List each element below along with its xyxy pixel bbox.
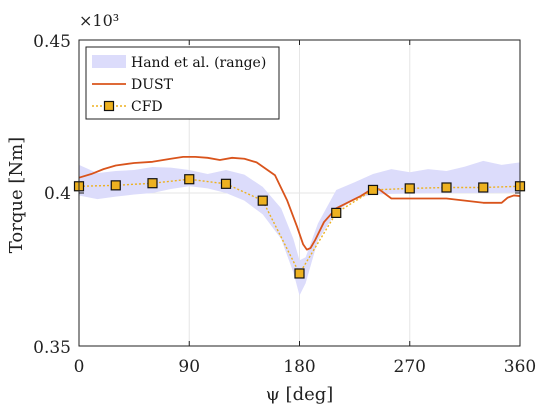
- cfd-marker-90: [184, 174, 195, 185]
- x-tick-label-0: 0: [74, 357, 85, 377]
- legend-label-cfd: CFD: [131, 99, 163, 115]
- cfd-marker-240: [367, 184, 379, 196]
- x-axis-label: ψ [deg]: [266, 384, 334, 405]
- cfd-series-group: [73, 174, 526, 279]
- legend-label-range: Hand et al. (range): [131, 55, 266, 71]
- axes: [78, 39, 521, 347]
- cfd-marker-330: [478, 182, 489, 193]
- legend-marker-cfd: [103, 100, 115, 112]
- cfd-marker-30: [110, 180, 121, 191]
- legend-label-dust: DUST: [131, 77, 174, 93]
- cfd-marker-270: [404, 183, 415, 194]
- dust-series-group: [78, 155, 521, 251]
- x-tick-label-360: 360: [504, 357, 536, 377]
- y-tick-label-0.45: 0.45: [33, 32, 71, 52]
- cfd-marker-60: [147, 178, 158, 189]
- x-tick-label-90: 90: [178, 357, 200, 377]
- cfd-marker-150: [257, 195, 268, 206]
- dust-line: [78, 155, 521, 251]
- x-tick-label-180: 180: [283, 357, 315, 377]
- x-tick-labels: 0 90 180 270 360: [74, 357, 537, 377]
- y-tick-label-0.4: 0.4: [44, 184, 71, 204]
- y-axis-label: Torque [Nm]: [6, 137, 27, 253]
- legend-swatch-range: [92, 55, 126, 68]
- legend: Hand et al. (range) DUST CFD: [85, 46, 280, 120]
- cfd-marker-180: [294, 268, 305, 279]
- x-tick-label-270: 270: [394, 357, 426, 377]
- y-tick-labels: 0.35 0.4 0.45: [33, 32, 71, 358]
- y-tick-label-0.35: 0.35: [33, 338, 71, 358]
- cfd-marker-300: [441, 182, 452, 193]
- cfd-marker-120: [220, 178, 232, 189]
- y-multiplier-label: ×10³: [79, 11, 119, 30]
- cfd-marker-210: [331, 207, 342, 218]
